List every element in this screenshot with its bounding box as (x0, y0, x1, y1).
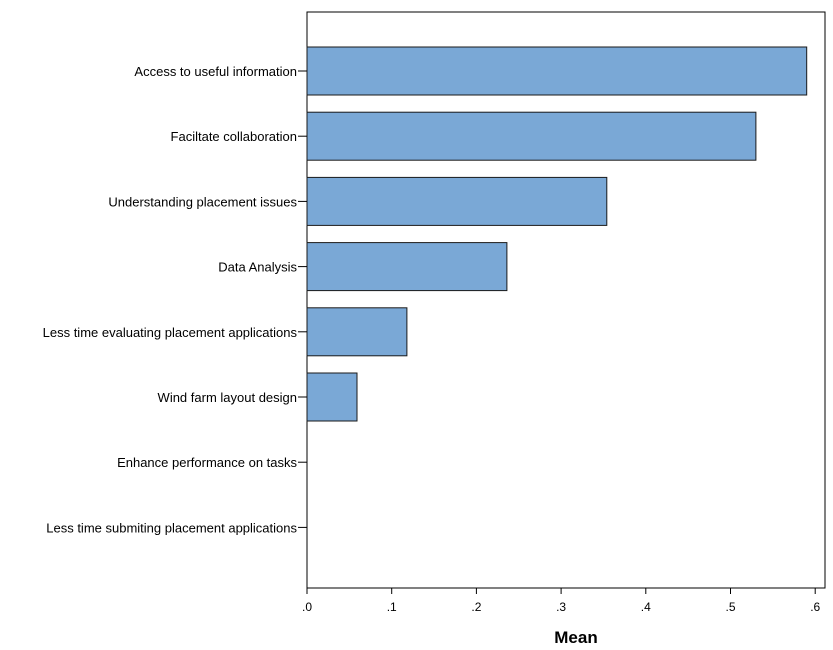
category-label: Access to useful information (134, 64, 297, 79)
bar (306, 372, 358, 422)
x-axis-ticks-group: .0 .1 .2 .3 .4 .5 .6 (302, 588, 821, 614)
bar (306, 176, 608, 226)
x-tick-label: .2 (471, 600, 481, 614)
x-tick-label: .3 (556, 600, 566, 614)
category-label: Faciltate collaboration (171, 129, 297, 144)
category-label: Enhance performance on tasks (117, 455, 297, 470)
category-label: Understanding placement issues (108, 194, 297, 209)
x-tick-label: .5 (725, 600, 735, 614)
x-tick-label: .4 (641, 600, 651, 614)
bar (306, 111, 757, 161)
plot-frame (306, 11, 826, 589)
x-tick-label: .0 (302, 600, 312, 614)
x-tick-label: .6 (810, 600, 820, 614)
bar (306, 242, 508, 292)
x-axis-title: Mean (554, 628, 597, 647)
category-label: Less time evaluating placement applicati… (43, 325, 298, 340)
category-label: Less time submiting placement applicatio… (46, 520, 297, 535)
category-label: Data Analysis (218, 260, 297, 275)
bar (306, 46, 808, 96)
x-tick-label: .1 (387, 600, 397, 614)
bars-group (306, 46, 808, 422)
category-labels-group: Access to useful information Faciltate co… (43, 64, 307, 535)
category-label: Wind farm layout design (158, 390, 297, 405)
bar (306, 307, 408, 357)
